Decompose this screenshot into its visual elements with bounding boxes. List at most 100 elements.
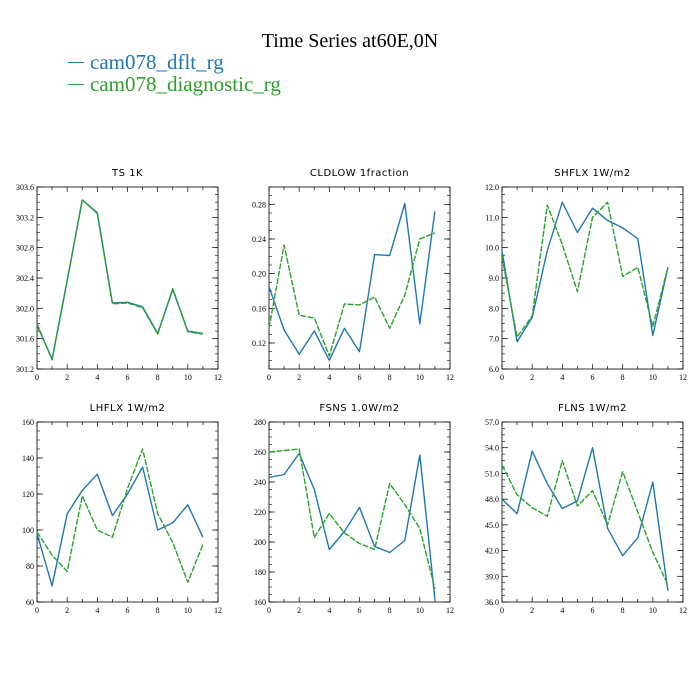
y-tick-label: 303.6 — [16, 183, 34, 192]
legend-label-diagnostic: cam078_diagnostic_rg — [90, 72, 281, 96]
legend-entry-diagnostic: cam078_diagnostic_rg — [68, 72, 281, 97]
x-tick-label: 12 — [679, 373, 687, 382]
y-tick-label: 42.0 — [485, 547, 499, 556]
x-tick-label: 6 — [591, 373, 595, 382]
series-line-diagnostic — [268, 232, 436, 357]
series-line-diagnostic — [501, 201, 669, 338]
x-tick-label: 6 — [126, 606, 130, 615]
y-tick-label: 54.0 — [485, 444, 499, 453]
y-tick-label: 60 — [26, 598, 34, 607]
x-tick-label: 4 — [560, 373, 564, 382]
y-tick-label: 302.0 — [16, 304, 34, 313]
y-tick-label: 260 — [254, 448, 266, 457]
x-tick-label: 0 — [35, 373, 39, 382]
x-tick-label: 8 — [621, 606, 625, 615]
x-tick-label: 10 — [416, 373, 424, 382]
chart-panel-2: SHFLX 1W/m2 0 2 4 6 8 10 12 6.0 7.0 8.0 9.0 10.0 11.0… — [485, 168, 687, 382]
y-tick-label: 0.24 — [252, 235, 266, 244]
x-tick-label: 0 — [267, 373, 271, 382]
y-tick-label: 51.0 — [485, 469, 499, 478]
y-tick-label: 120 — [22, 490, 34, 499]
chart-panel-3: LHFLX 1W/m2 0 2 4 6 8 10 12 60 80 100 120 140 160 — [22, 403, 222, 615]
x-tick-label: 10 — [649, 606, 657, 615]
series-line-dflt — [501, 201, 669, 343]
y-tick-label: 48.0 — [485, 495, 499, 504]
y-tick-label: 11.0 — [485, 213, 499, 222]
x-tick-label: 6 — [126, 373, 130, 382]
x-tick-label: 4 — [327, 373, 331, 382]
plot-frame — [501, 186, 684, 370]
plot-frame — [268, 186, 451, 370]
y-tick-label: 160 — [22, 418, 34, 427]
chart-panel-4: FSNS 1.0W/m2 0 2 4 6 8 10 12 160 180 200 220 240 260 2… — [254, 403, 454, 615]
x-tick-label: 6 — [358, 373, 362, 382]
chart-panel-5: FLNS 1W/m2 0 2 4 6 8 10 12 36.0 39.0 42.0 45.0 48.0 5… — [485, 403, 687, 615]
series-line-dflt — [36, 466, 204, 587]
y-tick-label: 10.0 — [485, 244, 499, 253]
y-tick-label: 0.20 — [252, 270, 266, 279]
series-line-diagnostic — [501, 459, 669, 586]
y-tick-label: 6.0 — [489, 365, 499, 374]
series-line-diagnostic — [36, 199, 204, 361]
y-tick-label: 302.8 — [16, 244, 34, 253]
y-tick-label: 140 — [22, 454, 34, 463]
panel-title: FLNS 1W/m2 — [558, 403, 627, 414]
legend-label-dflt: cam078_dflt_rg — [90, 50, 224, 74]
y-tick-label: 7.0 — [489, 335, 499, 344]
figure-title: Time Series at60E,0N — [261, 30, 439, 52]
x-tick-label: 12 — [214, 373, 222, 382]
y-tick-label: 280 — [254, 418, 266, 427]
panel-title: TS 1K — [111, 168, 143, 179]
x-tick-label: 4 — [327, 606, 331, 615]
x-tick-label: 8 — [388, 373, 392, 382]
x-tick-label: 2 — [530, 373, 534, 382]
panel-title: LHFLX 1W/m2 — [90, 403, 166, 414]
y-tick-label: 100 — [22, 526, 34, 535]
y-tick-label: 0.12 — [252, 339, 266, 348]
x-tick-label: 12 — [679, 606, 687, 615]
y-tick-label: 160 — [254, 598, 266, 607]
x-tick-label: 2 — [530, 606, 534, 615]
y-tick-label: 80 — [26, 562, 34, 571]
x-tick-label: 12 — [446, 373, 454, 382]
series-line-dflt — [268, 202, 436, 361]
y-tick-label: 57.0 — [485, 418, 499, 427]
series-line-diagnostic — [36, 448, 204, 583]
x-tick-label: 0 — [35, 606, 39, 615]
x-tick-label: 6 — [358, 606, 362, 615]
x-tick-label: 12 — [214, 606, 222, 615]
x-tick-label: 2 — [297, 373, 301, 382]
legend-swatch-dflt — [68, 61, 84, 63]
y-tick-label: 180 — [254, 568, 266, 577]
x-tick-label: 0 — [267, 606, 271, 615]
y-tick-label: 302.4 — [16, 274, 34, 283]
y-tick-label: 220 — [254, 508, 266, 517]
x-tick-label: 0 — [500, 373, 504, 382]
y-tick-label: 301.2 — [16, 365, 34, 374]
chart-panel-1: CLDLOW 1fraction 0 2 4 6 8 10 12 0.12 0.16 0.20 0.2… — [252, 168, 454, 382]
y-tick-label: 12.0 — [485, 183, 499, 192]
series-line-diagnostic — [268, 448, 436, 589]
y-tick-label: 200 — [254, 538, 266, 547]
x-tick-label: 2 — [65, 606, 69, 615]
y-tick-label: 0.16 — [252, 304, 266, 313]
series-line-dflt — [501, 447, 669, 591]
y-tick-label: 301.6 — [16, 335, 34, 344]
legend-entry-dflt: cam078_dflt_rg — [68, 50, 224, 75]
x-tick-label: 10 — [416, 606, 424, 615]
x-tick-label: 0 — [500, 606, 504, 615]
x-tick-label: 4 — [560, 606, 564, 615]
x-tick-label: 4 — [95, 606, 99, 615]
series-line-dflt — [36, 199, 204, 360]
y-tick-label: 8.0 — [489, 304, 499, 313]
x-tick-label: 8 — [156, 606, 160, 615]
y-tick-label: 39.0 — [485, 572, 499, 581]
y-tick-label: 240 — [254, 478, 266, 487]
panel-title: CLDLOW 1fraction — [310, 168, 409, 179]
x-tick-label: 10 — [184, 606, 192, 615]
plot-frame — [36, 186, 219, 370]
y-tick-label: 303.2 — [16, 213, 34, 222]
y-tick-label: 9.0 — [489, 274, 499, 283]
chart-panel-0: TS 1K 0 2 4 6 8 10 12 301.2 301.6 302.0 302.4 302.8 3… — [16, 168, 222, 382]
